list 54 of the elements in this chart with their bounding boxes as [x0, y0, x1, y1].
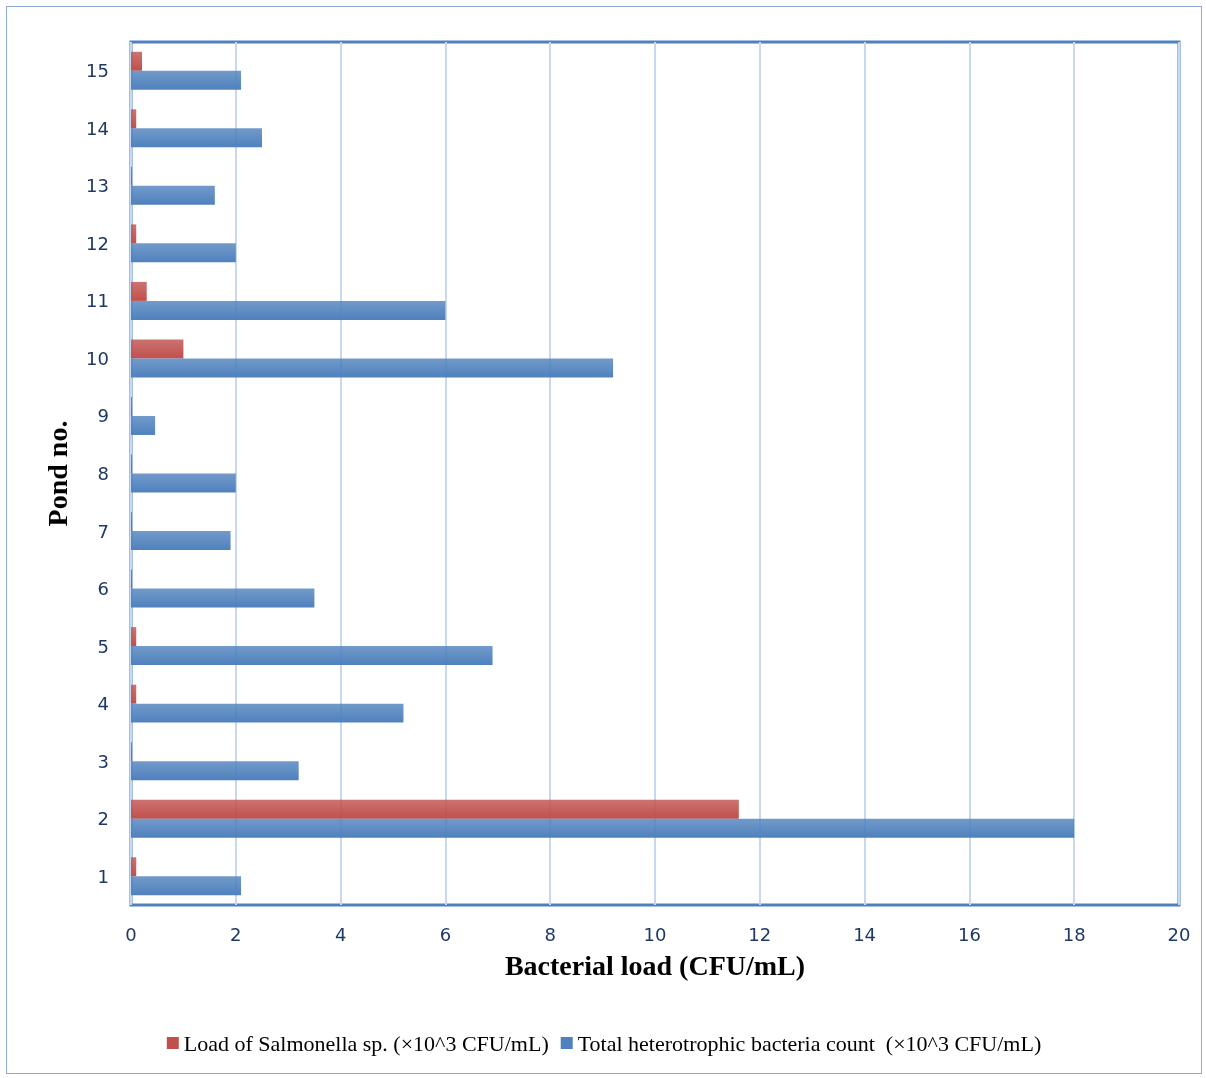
x-tick-label: 20: [1167, 923, 1191, 945]
bar: [131, 531, 231, 551]
x-tick-label: 2: [230, 923, 242, 945]
y-tick-label: 14: [86, 117, 109, 139]
y-tick-label: 7: [97, 520, 109, 542]
bar: [131, 281, 147, 301]
bar: [131, 415, 156, 435]
y-tick-label: 13: [86, 175, 109, 197]
bar: [131, 224, 137, 244]
y-tick-label: 1: [97, 865, 109, 887]
bar: [131, 51, 142, 71]
x-tick-label: 10: [643, 923, 667, 945]
bar: [131, 588, 315, 608]
x-tick-label: 6: [439, 923, 452, 945]
legend-label: Total heterotrophic bacteria count (×10^3 CFU/mL): [577, 1030, 1042, 1056]
bar: [131, 358, 614, 378]
bar: [131, 70, 242, 90]
x-tick-label: 8: [544, 923, 556, 945]
x-tick-label: 14: [853, 923, 877, 945]
bar: [131, 703, 404, 723]
bar: [131, 627, 137, 647]
y-tick-label: 4: [97, 693, 109, 715]
y-tick-label: 15: [86, 60, 109, 82]
bar: [131, 473, 236, 493]
x-tick-label: 12: [748, 923, 772, 945]
bar: [131, 684, 137, 704]
bar: [131, 339, 184, 359]
y-tick-label: 5: [97, 635, 109, 657]
bar: [131, 857, 137, 877]
legend-label: Load of Salmonella sp. (×10^3 CFU/mL): [183, 1030, 549, 1056]
bar: [131, 243, 236, 263]
y-tick-label: 9: [97, 405, 109, 427]
y-tick-label: 11: [86, 290, 109, 312]
y-tick-label: 12: [86, 232, 109, 254]
bar: [131, 799, 739, 819]
x-tick-label: 4: [334, 923, 347, 945]
y-tick-label: 6: [97, 578, 109, 600]
y-axis-title: Pond no.: [41, 420, 73, 527]
bar: [131, 185, 215, 205]
x-tick-label: 18: [1062, 923, 1086, 945]
bar: [131, 300, 446, 320]
x-axis-title: Bacterial load (CFU/mL): [504, 949, 806, 981]
bar: [131, 761, 299, 781]
bar: [131, 128, 262, 148]
bar: [131, 646, 493, 666]
y-tick-label: 8: [97, 463, 109, 484]
y-tick-label: 3: [97, 750, 109, 772]
y-tick-label: 10: [86, 347, 109, 369]
x-tick-label: 16: [957, 923, 981, 945]
x-tick-label: 0: [125, 923, 137, 945]
bar: [131, 109, 137, 129]
bar: [131, 876, 242, 896]
y-tick-label: 2: [97, 808, 109, 830]
bar: [131, 818, 1075, 838]
